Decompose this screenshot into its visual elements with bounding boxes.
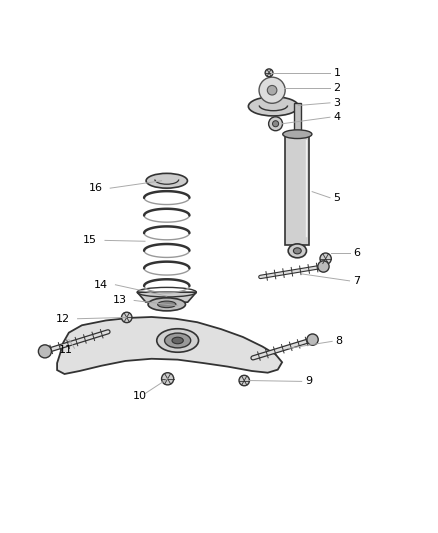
Ellipse shape	[146, 173, 187, 188]
FancyBboxPatch shape	[286, 136, 309, 245]
Polygon shape	[57, 317, 282, 374]
Circle shape	[267, 85, 277, 95]
Ellipse shape	[248, 97, 298, 116]
Circle shape	[318, 261, 329, 272]
Ellipse shape	[293, 248, 301, 254]
Ellipse shape	[157, 329, 198, 352]
Ellipse shape	[165, 333, 191, 348]
Text: 1: 1	[333, 68, 340, 78]
Circle shape	[121, 312, 132, 322]
Text: 15: 15	[83, 236, 97, 245]
Ellipse shape	[158, 301, 176, 308]
Text: 10: 10	[133, 391, 147, 401]
Circle shape	[259, 77, 285, 103]
Circle shape	[268, 117, 283, 131]
Text: 2: 2	[333, 83, 341, 93]
Circle shape	[272, 120, 279, 127]
Text: 12: 12	[56, 314, 70, 324]
Circle shape	[239, 375, 250, 386]
Text: 3: 3	[333, 98, 340, 108]
Polygon shape	[137, 292, 196, 302]
Ellipse shape	[283, 130, 312, 139]
Text: 13: 13	[113, 295, 127, 305]
Text: 4: 4	[333, 112, 341, 122]
Ellipse shape	[288, 244, 307, 258]
Circle shape	[307, 334, 318, 345]
Text: 14: 14	[94, 280, 108, 290]
Circle shape	[162, 373, 174, 385]
Circle shape	[39, 345, 51, 358]
Text: 8: 8	[336, 336, 343, 346]
FancyBboxPatch shape	[294, 103, 301, 136]
Text: 9: 9	[305, 376, 312, 386]
Circle shape	[265, 69, 273, 77]
Text: 11: 11	[59, 345, 73, 356]
Ellipse shape	[172, 337, 184, 344]
Text: 6: 6	[353, 247, 360, 257]
Text: 7: 7	[353, 276, 360, 286]
Text: 5: 5	[333, 193, 340, 203]
Text: 16: 16	[88, 183, 102, 193]
Ellipse shape	[148, 298, 185, 311]
Circle shape	[320, 253, 331, 264]
